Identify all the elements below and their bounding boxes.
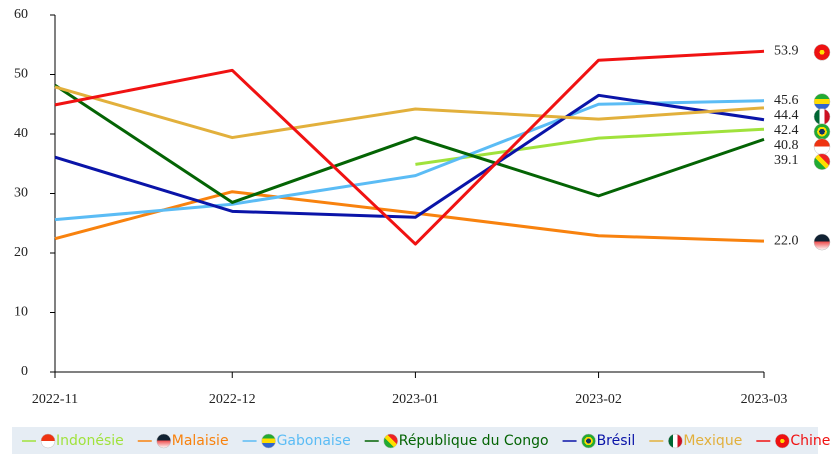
legend-item: Brésil [562,433,636,449]
flag-icon [813,44,831,61]
x-tick-label: 2022-12 [209,392,256,407]
value-label: 45.6 [774,93,799,108]
y-tick-label: 30 [14,186,28,201]
flag-icon [813,153,831,170]
flag-icon [581,433,596,449]
series-line [54,83,765,204]
legend-item: Malaisie [137,433,229,449]
legend-label: Mexique [683,433,742,449]
series-line [54,49,765,246]
value-label: 39.1 [774,153,799,168]
legend-label: Gabonaise [277,433,351,449]
legend: Indonésie Malaisie Gabonaise République du … [22,433,830,449]
flag-icon [813,108,831,125]
legend-label: Brésil [597,433,636,449]
series-line [415,127,765,166]
legend-item: Indonésie [22,433,124,449]
y-tick-label: 60 [14,7,28,22]
y-tick-label: 40 [14,126,28,141]
flag-icon [813,138,831,155]
value-label: 22.0 [774,233,799,248]
y-tick-label: 0 [21,364,28,379]
legend-label: Chine [790,433,830,449]
value-label: 44.4 [774,108,799,123]
legend-item: République du Congo [364,433,549,449]
series-line [54,93,765,219]
legend-item: Chine [756,433,830,449]
legend-item: Gabonaise [242,433,351,449]
flag-icon [156,433,171,449]
flag-icon [813,123,831,140]
legend-label: République du Congo [399,433,549,449]
y-tick-label: 10 [14,305,28,320]
flag-icon [261,433,276,449]
flag-icon [813,233,831,251]
y-tick-label: 50 [14,67,28,82]
flag-icon [775,433,790,449]
series-line [54,85,765,140]
value-label: 53.9 [774,44,799,59]
legend-label: Indonésie [56,433,124,449]
legend-label: Malaisie [172,433,229,449]
x-tick-label: 2023-03 [741,392,788,407]
flag-icon [40,433,56,449]
value-label: 40.8 [774,138,799,153]
x-tick-label: 2023-02 [575,392,622,407]
x-tick-label: 2022-11 [32,392,78,407]
y-tick-label: 20 [14,245,28,260]
flag-icon [383,433,398,449]
value-label: 42.4 [774,123,799,138]
flag-icon [813,93,831,110]
legend-item: Mexique [649,433,742,449]
flag-icon [668,433,683,449]
series-line [54,190,765,243]
x-tick-label: 2023-01 [392,392,439,407]
